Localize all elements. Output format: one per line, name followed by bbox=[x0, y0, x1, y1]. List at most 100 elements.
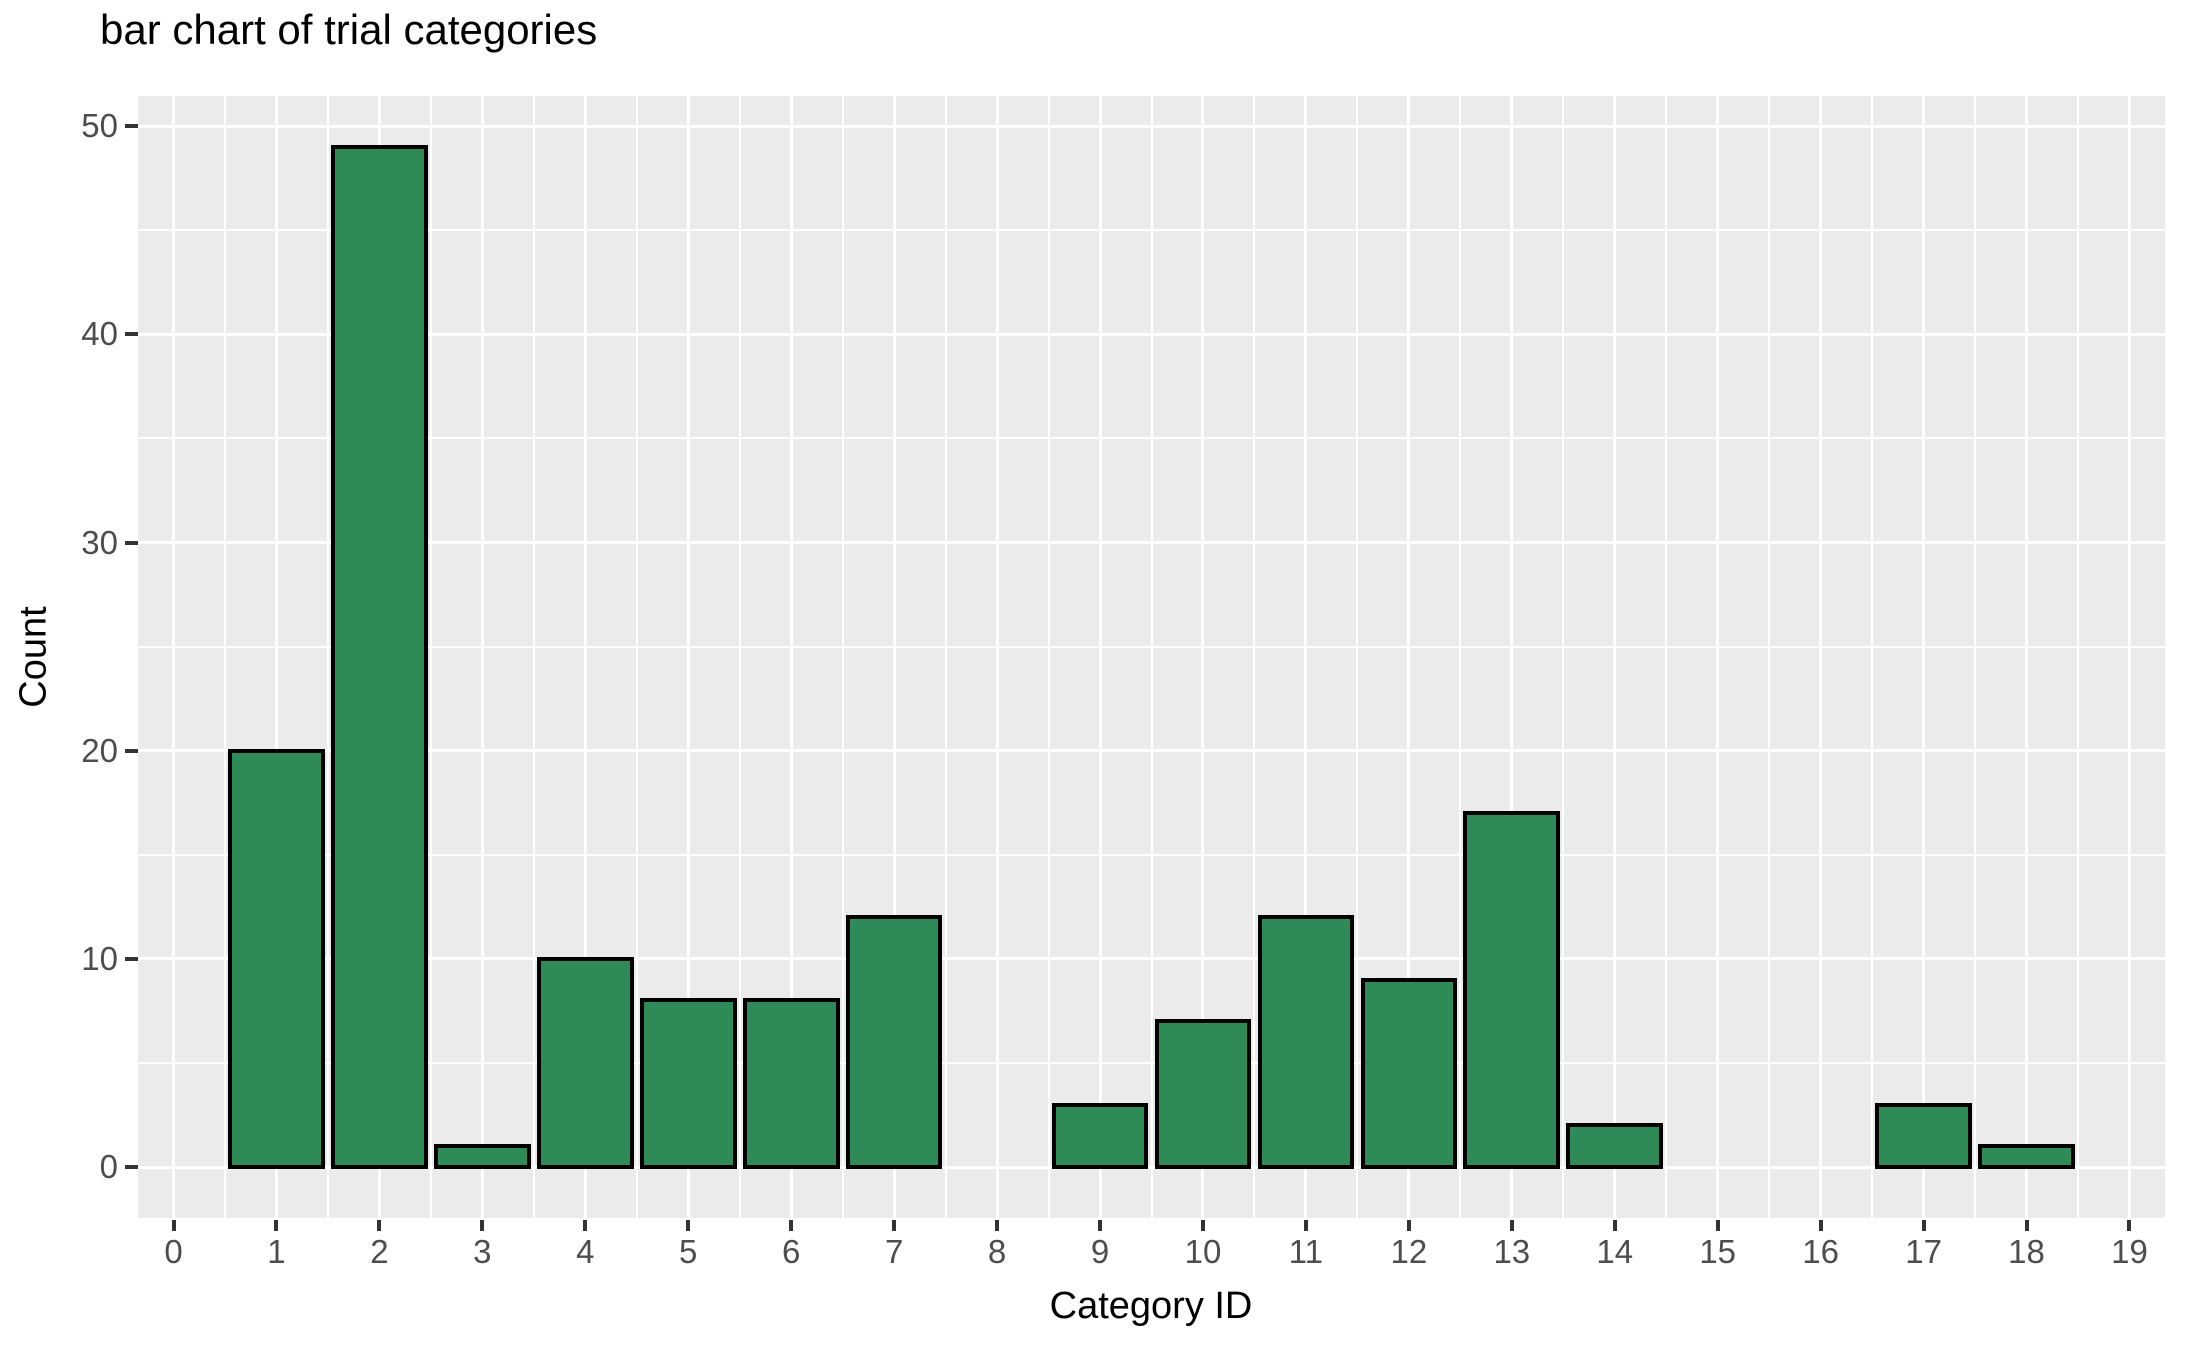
x-tick-mark bbox=[1715, 1220, 1720, 1231]
x-tick-label: 13 bbox=[1493, 1233, 1531, 1270]
x-tick-label: 18 bbox=[2008, 1233, 2045, 1270]
x-tick-label: 8 bbox=[987, 1233, 1007, 1270]
x-axis-title: Category ID bbox=[1049, 1285, 1253, 1327]
minor-gridline-vertical bbox=[738, 96, 741, 1218]
minor-gridline-vertical bbox=[1562, 96, 1565, 1218]
y-tick-mark bbox=[125, 956, 138, 961]
x-tick-mark bbox=[1098, 1220, 1103, 1231]
bar-category-5 bbox=[639, 998, 737, 1169]
bar-category-7 bbox=[845, 915, 943, 1169]
bar-category-4 bbox=[536, 956, 634, 1169]
major-gridline-vertical bbox=[480, 96, 484, 1218]
y-tick-mark bbox=[125, 1165, 138, 1169]
y-tick-mark bbox=[125, 124, 138, 129]
y-tick-label: 40 bbox=[81, 315, 118, 353]
major-gridline-horizontal bbox=[138, 541, 2165, 544]
x-tick-label: 6 bbox=[782, 1233, 801, 1270]
bar-category-18 bbox=[1978, 1144, 2075, 1169]
minor-gridline-vertical bbox=[1047, 96, 1050, 1218]
major-gridline-vertical bbox=[1098, 96, 1102, 1218]
major-gridline-vertical bbox=[1407, 96, 1411, 1218]
y-tick-label: 20 bbox=[81, 731, 118, 769]
x-tick-label: 1 bbox=[267, 1233, 286, 1270]
x-tick-mark bbox=[789, 1220, 794, 1231]
x-tick-label: 10 bbox=[1184, 1233, 1222, 1270]
bar-category-2 bbox=[331, 145, 428, 1169]
minor-gridline-vertical bbox=[1665, 96, 1668, 1218]
minor-gridline-vertical bbox=[1768, 96, 1771, 1218]
x-tick-label: 5 bbox=[679, 1233, 698, 1270]
major-gridline-vertical bbox=[789, 96, 793, 1218]
major-gridline-vertical bbox=[1922, 96, 1926, 1218]
major-gridline-vertical bbox=[1819, 96, 1823, 1218]
minor-gridline-vertical bbox=[429, 96, 432, 1218]
y-tick-label: 0 bbox=[99, 1148, 118, 1185]
chart-title: bar chart of trial categories bbox=[100, 6, 598, 53]
major-gridline-vertical bbox=[892, 96, 896, 1218]
major-gridline-vertical bbox=[686, 96, 690, 1218]
x-tick-label: 11 bbox=[1288, 1233, 1324, 1270]
major-gridline-vertical bbox=[995, 96, 999, 1218]
minor-gridline-vertical bbox=[944, 96, 947, 1218]
minor-gridline-vertical bbox=[635, 96, 638, 1218]
bar-category-9 bbox=[1051, 1102, 1149, 1169]
minor-gridline-horizontal bbox=[138, 853, 2165, 856]
minor-gridline-vertical bbox=[1974, 96, 1977, 1218]
x-tick-mark bbox=[2127, 1220, 2132, 1231]
bar-category-6 bbox=[742, 998, 840, 1169]
y-tick-label: 50 bbox=[81, 107, 118, 145]
x-tick-mark bbox=[583, 1220, 588, 1231]
minor-gridline-vertical bbox=[1871, 96, 1874, 1218]
minor-gridline-vertical bbox=[1150, 96, 1153, 1218]
y-tick-mark bbox=[125, 332, 138, 337]
x-tick-label: 15 bbox=[1699, 1233, 1737, 1270]
x-tick-label: 14 bbox=[1596, 1233, 1634, 1270]
x-tick-label: 12 bbox=[1390, 1233, 1428, 1270]
bar-category-1 bbox=[228, 748, 325, 1169]
minor-gridline-vertical bbox=[1459, 96, 1462, 1218]
x-tick-mark bbox=[995, 1220, 1000, 1231]
x-tick-mark bbox=[1921, 1220, 1926, 1231]
minor-gridline-horizontal bbox=[138, 1061, 2165, 1064]
x-tick-mark bbox=[2024, 1220, 2029, 1231]
x-tick-mark bbox=[171, 1220, 176, 1231]
x-tick-label: 16 bbox=[1802, 1233, 1839, 1270]
minor-gridline-horizontal bbox=[138, 437, 2165, 440]
x-tick-label: 3 bbox=[473, 1233, 492, 1270]
x-tick-label: 4 bbox=[576, 1233, 595, 1270]
x-tick-mark bbox=[377, 1220, 382, 1231]
bar-category-17 bbox=[1875, 1102, 1972, 1169]
major-gridline-vertical bbox=[583, 96, 587, 1218]
x-tick-mark bbox=[1818, 1220, 1823, 1231]
x-tick-mark bbox=[1303, 1220, 1308, 1231]
x-tick-mark bbox=[1612, 1220, 1617, 1231]
bar-category-3 bbox=[434, 1144, 531, 1169]
major-gridline-vertical bbox=[1201, 96, 1205, 1218]
x-tick-label: 9 bbox=[1090, 1233, 1110, 1270]
major-gridline-horizontal bbox=[138, 332, 2165, 336]
major-gridline-horizontal bbox=[138, 1165, 2165, 1169]
y-axis-title: Count bbox=[12, 606, 55, 708]
x-tick-mark bbox=[274, 1220, 279, 1231]
major-gridline-vertical bbox=[1716, 96, 1720, 1218]
bar-category-10 bbox=[1154, 1019, 1252, 1169]
minor-gridline-vertical bbox=[532, 96, 535, 1218]
major-gridline-vertical bbox=[1613, 96, 1617, 1218]
major-gridline-horizontal bbox=[138, 124, 2165, 128]
major-gridline-horizontal bbox=[138, 749, 2165, 753]
minor-gridline-vertical bbox=[2077, 96, 2079, 1218]
y-tick-label: 10 bbox=[81, 939, 118, 977]
bar-category-14 bbox=[1566, 1123, 1664, 1169]
minor-gridline-horizontal bbox=[138, 229, 2165, 232]
minor-gridline-vertical bbox=[223, 96, 226, 1218]
x-tick-mark bbox=[1406, 1220, 1411, 1231]
y-tick-label: 30 bbox=[81, 523, 118, 561]
x-tick-label: 17 bbox=[1905, 1233, 1942, 1270]
major-gridline-vertical bbox=[172, 96, 176, 1218]
x-tick-mark bbox=[480, 1220, 485, 1231]
major-gridline-horizontal bbox=[138, 957, 2165, 961]
y-tick-mark bbox=[125, 540, 138, 545]
major-gridline-vertical bbox=[2127, 96, 2131, 1218]
x-tick-label: 2 bbox=[370, 1233, 389, 1270]
